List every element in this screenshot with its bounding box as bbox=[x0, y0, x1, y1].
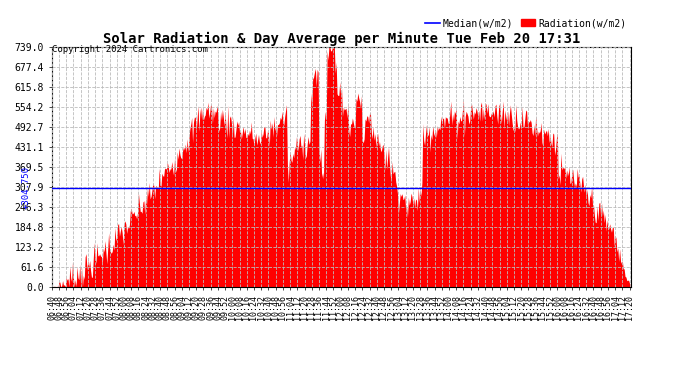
Text: Copyright 2024 Cartronics.com: Copyright 2024 Cartronics.com bbox=[52, 45, 208, 54]
Text: +304.750: +304.750 bbox=[21, 166, 30, 209]
Legend: Median(w/m2), Radiation(w/m2): Median(w/m2), Radiation(w/m2) bbox=[425, 18, 627, 28]
Title: Solar Radiation & Day Average per Minute Tue Feb 20 17:31: Solar Radiation & Day Average per Minute… bbox=[103, 32, 580, 46]
